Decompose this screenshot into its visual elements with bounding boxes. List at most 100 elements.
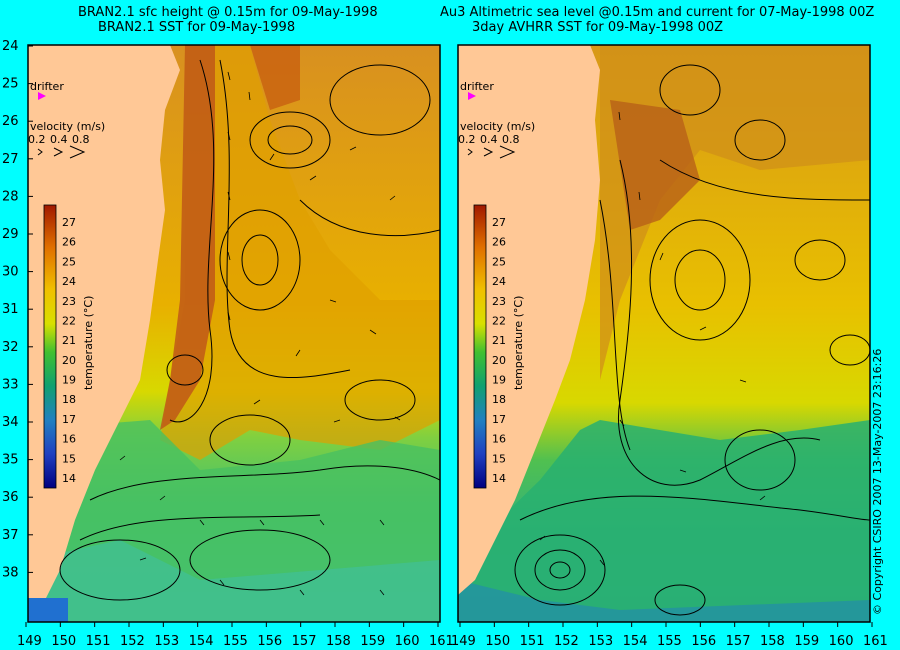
longitude-axis-right: 149 150 151 152 153 154 155 156 157 158 159 160 161 [451, 622, 888, 649]
colorbar-tick-label: 20 [492, 354, 506, 367]
lat-tick-label: 26 [2, 114, 19, 129]
lon-tick-label: 155 [223, 634, 248, 649]
lat-tick-label: 30 [2, 265, 19, 280]
colorbar-tick-label: 21 [62, 334, 76, 347]
lon-tick-label: 150 [51, 634, 76, 649]
colorbar-tick-label: 18 [492, 393, 506, 406]
lon-tick-label: 156 [257, 634, 282, 649]
lon-tick-label: 159 [360, 634, 385, 649]
colorbar-tick-label: 17 [492, 413, 506, 426]
left-panel-frame [27, 44, 441, 623]
velocity-value-3-right: 0.8 [502, 133, 520, 146]
colorbar-tick-label: 15 [62, 452, 76, 465]
left-land-mass [28, 45, 180, 600]
colorbar-tick-label: 21 [492, 334, 506, 347]
lat-tick-label: 27 [2, 152, 19, 167]
lat-tick-label: 37 [2, 528, 19, 543]
right-panel-frame [457, 44, 871, 623]
left-map-panel [28, 45, 440, 622]
colorbar-tick-label: 19 [492, 374, 506, 387]
lat-tick-label: 36 [2, 490, 19, 505]
lon-tick-label: 150 [485, 634, 510, 649]
lat-tick-label: 28 [2, 189, 19, 204]
copyright-text: © Copyright CSIRO 2007 13-May-2007 23:16… [871, 349, 884, 615]
lon-tick-label: 152 [554, 634, 579, 649]
right-velocity-arrows [539, 111, 766, 566]
lat-tick-label: 29 [2, 227, 19, 242]
colorbar-tick-label: 14 [492, 472, 506, 485]
colorbar-tick-label: 22 [62, 314, 76, 327]
velocity-value-2-right: 0.4 [480, 133, 498, 146]
colorbar-tick-label: 24 [62, 275, 76, 288]
colorbar-tick-label: 27 [492, 216, 506, 229]
left-title-line1: BRAN2.1 sfc height @ 0.15m for 09-May-19… [78, 5, 378, 20]
velocity-value-1-right: 0.2 [458, 133, 476, 146]
colorbar-tick-label: 23 [62, 295, 76, 308]
colorbar-tick-label: 25 [492, 255, 506, 268]
lat-tick-label: 34 [2, 415, 19, 430]
lat-tick-label: 32 [2, 340, 19, 355]
velocity-legend-label-left: velocity (m/s) [30, 120, 105, 133]
left-velocity-arrows [119, 71, 401, 596]
colorbar-tick-label: 16 [492, 433, 506, 446]
colorbar-title-left: temperature (°C) [82, 296, 95, 390]
velocity-scale-arrows-right [467, 145, 516, 159]
latitude-axis: 24 25 26 27 28 29 30 31 32 33 34 35 36 37 38 [2, 39, 33, 580]
colorbar-tick-label: 19 [62, 374, 76, 387]
lon-tick-label: 149 [451, 634, 476, 649]
colorbar-tick-label: 22 [492, 314, 506, 327]
lat-tick-label: 25 [2, 77, 19, 92]
velocity-value-3-left: 0.8 [72, 133, 90, 146]
lon-tick-label: 159 [794, 634, 819, 649]
velocity-legend-label-right: velocity (m/s) [460, 120, 535, 133]
colorbar-tick-label: 23 [492, 295, 506, 308]
colorbar-tick-label: 14 [62, 472, 76, 485]
left-colorbar: temperature (°C) 27 26 25 24 23 22 21 20 19 18 17 1… [43, 204, 95, 489]
lon-tick-label: 153 [588, 634, 613, 649]
lat-tick-label: 31 [2, 302, 19, 317]
colorbar-tick-label: 27 [62, 216, 76, 229]
lat-tick-label: 38 [2, 565, 19, 580]
lon-tick-label: 161 [863, 634, 888, 649]
colorbar-tick-label: 20 [62, 354, 76, 367]
lon-tick-label: 156 [691, 634, 716, 649]
right-title-line1: Au3 Altimetric sea level @0.15m and curr… [440, 5, 875, 20]
right-colorbar: temperature (°C) 27 26 25 24 23 22 21 20 19 18 17 1… [473, 204, 525, 489]
lon-tick-label: 158 [326, 634, 351, 649]
lon-tick-label: 160 [395, 634, 420, 649]
left-title-line2: BRAN2.1 SST for 09-May-1998 [98, 20, 296, 35]
lon-tick-label: 151 [86, 634, 111, 649]
lon-tick-label: 153 [154, 634, 179, 649]
lon-tick-label: 155 [657, 634, 682, 649]
colorbar-tick-label: 15 [492, 452, 506, 465]
lon-tick-label: 157 [726, 634, 751, 649]
longitude-axis-left: 149 150 151 152 153 154 155 156 157 158 159 160 161 [17, 622, 454, 649]
right-land-mass [458, 45, 600, 595]
colorbar-tick-label: 17 [62, 413, 76, 426]
lat-tick-label: 35 [2, 453, 19, 468]
right-title-line2: 3day AVHRR SST for 09-May-1998 00Z [472, 20, 724, 35]
colorbar-tick-label: 26 [492, 236, 506, 249]
velocity-value-2-left: 0.4 [50, 133, 68, 146]
lon-tick-label: 152 [120, 634, 145, 649]
velocity-scale-arrows-left [37, 145, 86, 159]
drifter-marker-right [468, 92, 476, 100]
colorbar-tick-label: 16 [62, 433, 76, 446]
colorbar-title-right: temperature (°C) [512, 296, 525, 390]
lon-tick-label: 161 [429, 634, 454, 649]
lon-tick-label: 157 [292, 634, 317, 649]
lon-tick-label: 154 [623, 634, 648, 649]
velocity-value-1-left: 0.2 [28, 133, 46, 146]
drifter-label-right: drifter [460, 80, 494, 93]
lon-tick-label: 154 [189, 634, 214, 649]
lon-tick-label: 160 [829, 634, 854, 649]
lon-tick-label: 158 [760, 634, 785, 649]
lon-tick-label: 151 [520, 634, 545, 649]
lon-tick-label: 149 [17, 634, 42, 649]
colorbar-tick-label: 24 [492, 275, 506, 288]
drifter-marker [38, 92, 46, 100]
lat-tick-label: 24 [2, 39, 19, 54]
drifter-label-left: drifter [30, 80, 64, 93]
right-map-panel [458, 45, 870, 622]
lat-tick-label: 33 [2, 377, 19, 392]
